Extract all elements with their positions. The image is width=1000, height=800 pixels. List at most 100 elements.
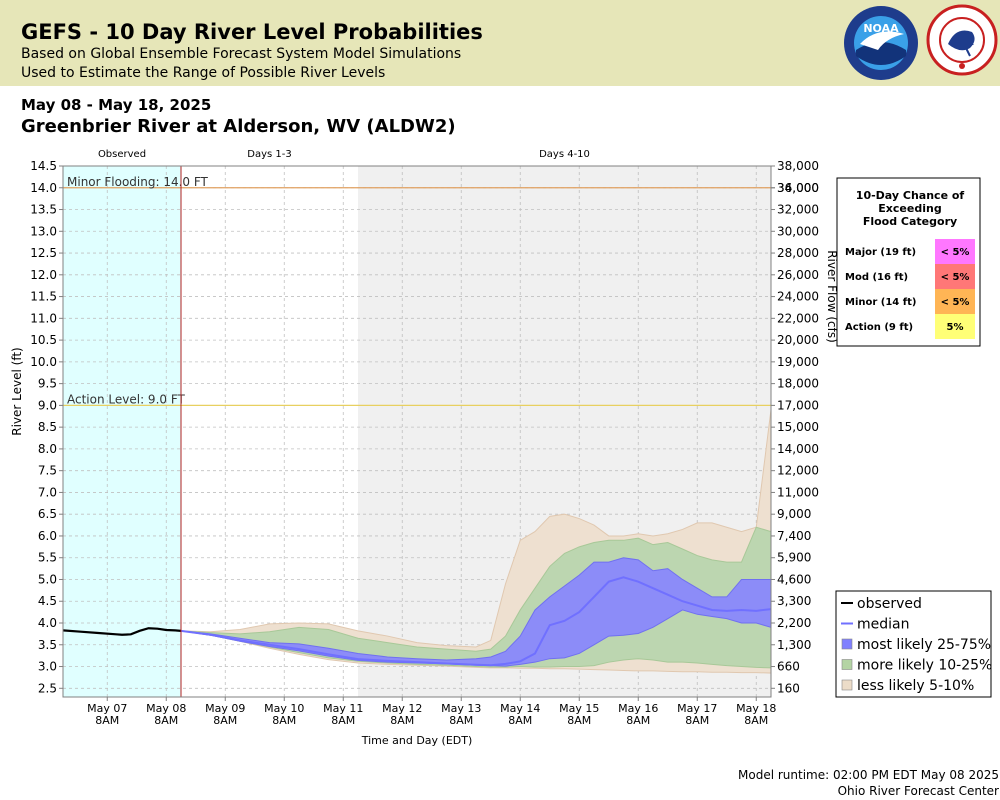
- y2tick-label-24: 36,000: [777, 181, 819, 195]
- y-axis-label: River Level (ft): [10, 347, 24, 435]
- flood-row-swatch-0: [935, 239, 975, 264]
- legend-swatch-2: [841, 638, 853, 650]
- y2tick-label-20: 28,000: [777, 246, 819, 260]
- flood-row-label-3: Action (9 ft): [845, 322, 913, 333]
- y2tick-label-11: 14,000: [777, 442, 819, 456]
- legend-box: [835, 590, 992, 698]
- xtick-time-1: 8AM: [154, 714, 178, 727]
- ytick-label-22: 13.5: [30, 203, 57, 217]
- ytick-label-3: 4.0: [38, 616, 57, 630]
- y2tick-label-21: 30,000: [777, 224, 819, 238]
- y2tick-label-18: 24,000: [777, 290, 819, 304]
- subtitle-1: Based on Global Ensemble Forecast System…: [21, 46, 462, 62]
- y2tick-label-12: 15,000: [777, 420, 819, 434]
- y2tick-label-19: 26,000: [777, 268, 819, 282]
- station-name: Greenbrier River at Alderson, WV (ALDW2): [21, 116, 456, 137]
- ytick-label-4: 4.5: [38, 594, 57, 608]
- xtick-time-2: 8AM: [213, 714, 237, 727]
- y2tick-label-3: 2,200: [777, 616, 811, 630]
- flood-row-value-3: 5%: [947, 322, 964, 333]
- flood-row-value-2: < 5%: [941, 297, 970, 308]
- xtick-time-8: 8AM: [567, 714, 591, 727]
- noaa-logo: NOAA: [844, 6, 918, 80]
- y2tick-label-7: 7,400: [777, 529, 811, 543]
- flood-table-title-1: Exceeding: [878, 202, 941, 215]
- y2tick-label-8: 9,000: [777, 507, 811, 521]
- observed-line: [62, 627, 182, 636]
- flood-row-value-1: < 5%: [941, 272, 970, 283]
- legend-label-0: observed: [857, 596, 922, 612]
- ytick-label-5: 5.0: [38, 572, 57, 586]
- ytick-label-20: 12.5: [30, 246, 57, 260]
- page-title: GEFS - 10 Day River Level Probabilities: [21, 20, 483, 44]
- threshold-label-0: Minor Flooding: 14.0 FT: [67, 175, 209, 189]
- xtick-label-9: May 16: [618, 702, 658, 715]
- xtick-time-6: 8AM: [449, 714, 473, 727]
- ytick-label-10: 7.5: [38, 464, 57, 478]
- y2tick-label-4: 3,300: [777, 594, 811, 608]
- ytick-label-23: 14.0: [30, 181, 57, 195]
- flood-row-swatch-3: [935, 314, 975, 339]
- ytick-label-14: 9.5: [38, 377, 57, 391]
- ytick-label-19: 12.0: [30, 268, 57, 282]
- xtick-time-0: 8AM: [95, 714, 119, 727]
- y2tick-label-0: 160: [777, 681, 800, 695]
- ytick-label-15: 10.0: [30, 355, 57, 369]
- xtick-time-11: 8AM: [744, 714, 768, 727]
- xtick-label-3: May 10: [264, 702, 304, 715]
- flood-row-label-2: Minor (14 ft): [845, 297, 916, 308]
- legend-label-2: most likely 25-75%: [857, 637, 991, 653]
- ytick-label-11: 8.0: [38, 442, 57, 456]
- xtick-label-11: May 18: [736, 702, 776, 715]
- y2-axis-label: River Flow (cfs): [825, 250, 839, 343]
- region-label-2: Days 4-10: [539, 149, 590, 160]
- ytick-label-21: 13.0: [30, 224, 57, 238]
- xtick-label-10: May 17: [677, 702, 717, 715]
- median-line: [180, 576, 772, 667]
- plot-frame: [62, 165, 772, 698]
- region-bg-0: [63, 166, 181, 697]
- xtick-time-3: 8AM: [272, 714, 296, 727]
- y2tick-label-1: 660: [777, 660, 800, 674]
- x-axis-label: Time and Day (EDT): [361, 734, 473, 747]
- y2tick-label-22: 32,000: [777, 203, 819, 217]
- flood-table-title-2: Flood Category: [863, 215, 957, 228]
- ytick-label-9: 7.0: [38, 485, 57, 499]
- y2tick-label-25: 38,000: [777, 159, 819, 173]
- xtick-label-1: May 08: [146, 702, 186, 715]
- flood-row-swatch-2: [935, 289, 975, 314]
- model-runtime: Model runtime: 02:00 PM EDT May 08 2025: [738, 768, 999, 782]
- flood-table-title-0: 10-Day Chance of: [856, 189, 965, 202]
- header-banner: GEFS - 10 Day River Level Probabilities …: [0, 0, 1000, 86]
- xtick-label-0: May 07: [87, 702, 127, 715]
- y2tick-label-17: 22,000: [777, 311, 819, 325]
- ytick-label-16: 10.5: [30, 333, 57, 347]
- ytick-label-24: 14.5: [30, 159, 57, 173]
- flood-row-value-0: < 5%: [941, 247, 970, 258]
- ytick-label-12: 8.5: [38, 420, 57, 434]
- ytick-label-8: 6.5: [38, 507, 57, 521]
- y2tick-label-14: 18,000: [777, 377, 819, 391]
- flood-row-swatch-1: [935, 264, 975, 289]
- legend-swatch-4: [841, 679, 853, 691]
- xtick-label-5: May 12: [382, 702, 422, 715]
- forecast-center: Ohio River Forecast Center: [837, 784, 999, 798]
- flood-row-label-1: Mod (16 ft): [845, 272, 908, 283]
- y2tick-label-6: 5,900: [777, 551, 811, 565]
- nws-logo: [926, 4, 998, 76]
- y2tick-label-9: 11,000: [777, 485, 819, 499]
- flood-row-label-0: Major (19 ft): [845, 247, 916, 258]
- date-range: May 08 - May 18, 2025: [21, 96, 212, 114]
- legend-label-1: median: [857, 617, 909, 633]
- ytick-label-18: 11.5: [30, 290, 57, 304]
- ytick-label-2: 3.5: [38, 638, 57, 652]
- y2tick-label-13: 17,000: [777, 398, 819, 412]
- xtick-time-4: 8AM: [331, 714, 355, 727]
- y2tick-label-16: 20,000: [777, 333, 819, 347]
- ytick-label-6: 5.5: [38, 551, 57, 565]
- y2tick-label-15: 19,000: [777, 355, 819, 369]
- subtitle-2: Used to Estimate the Range of Possible R…: [21, 65, 386, 81]
- xtick-time-9: 8AM: [626, 714, 650, 727]
- xtick-time-7: 8AM: [508, 714, 532, 727]
